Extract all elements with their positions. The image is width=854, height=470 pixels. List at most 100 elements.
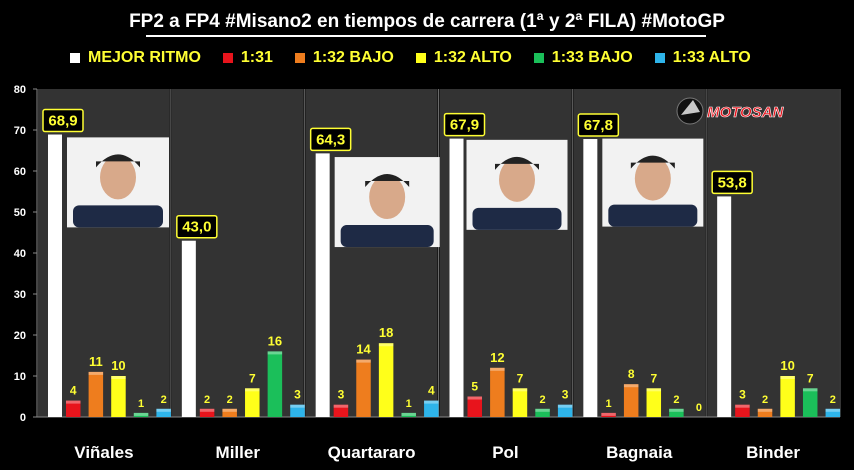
value-label-1-32-bajo-miller: 2	[227, 394, 233, 406]
value-label-1-32-alto-binder: 10	[780, 358, 794, 373]
value-label-1-32-bajo-bagnaia: 8	[628, 367, 635, 381]
best-pace-label-box-pol	[443, 112, 486, 137]
best-pace-bar-miller	[181, 240, 196, 417]
y-tick-label-40: 40	[14, 248, 26, 260]
bar-1-33-alto-vinales	[156, 408, 171, 417]
value-label-1-33-alto-binder: 2	[830, 394, 836, 406]
value-label-1-32-bajo-binder: 2	[762, 394, 768, 406]
rider-portrait-vinales	[67, 137, 169, 228]
value-label-1-32-alto-vinales: 10	[111, 358, 125, 373]
bar-1-32-alto-bagnaia-highlight	[646, 388, 662, 392]
value-label-1-33-bajo-pol: 2	[539, 394, 545, 406]
category-label-vinales: Viñales	[74, 443, 133, 462]
value-label-1-33-alto-pol: 3	[562, 388, 569, 402]
best-pace-label-box-binder	[711, 170, 753, 195]
portrait-face	[100, 155, 136, 200]
legend-swatch-1-33-bajo	[533, 53, 544, 63]
bar-1-33-alto-quartararo-highlight	[424, 400, 439, 404]
value-label-1-33-bajo-quartararo: 1	[406, 398, 412, 410]
bar-1-33-bajo-binder-highlight	[802, 388, 818, 392]
value-label-1-32-alto-bagnaia: 7	[650, 371, 657, 385]
portrait-cap	[495, 156, 539, 170]
best-pace-label-box-miller	[176, 214, 218, 239]
portrait-face	[634, 156, 671, 201]
value-label-1-31-quartararo: 3	[338, 388, 345, 402]
y-tick-label-50: 50	[14, 207, 26, 219]
best-pace-label-quartararo: 64,3	[316, 131, 345, 148]
bar-1-33-alto-miller	[290, 404, 305, 417]
legend-item-1-33-alto: 1:33 ALTO	[654, 49, 751, 67]
bar-1-32-bajo-binder	[757, 408, 773, 417]
bar-1-33-alto-binder-highlight	[825, 408, 841, 412]
bar-1-33-bajo-miller-highlight	[267, 351, 283, 355]
bar-1-32-bajo-bagnaia	[623, 384, 639, 417]
bar-1-31-quartararo	[333, 404, 349, 417]
portrait-shoulders	[608, 204, 698, 227]
legend-label-1-33-bajo: 1:33 BAJO	[551, 49, 633, 66]
value-label-1-33-alto-miller: 3	[294, 388, 301, 402]
bar-1-33-bajo-vinales	[133, 412, 149, 417]
legend-label-1-32-alto: 1:32 ALTO	[433, 49, 512, 66]
motosan-logo-text: MOTOSAN	[707, 104, 785, 121]
portrait-cap	[96, 154, 140, 168]
bar-1-31-miller	[199, 408, 215, 417]
portrait-face	[369, 175, 406, 220]
bar-1-32-bajo-miller-highlight	[222, 408, 237, 412]
legend-item-best-pace: MEJOR RITMO	[70, 49, 201, 67]
portrait-face	[499, 157, 535, 202]
bar-1-33-alto-quartararo	[424, 400, 439, 417]
legend-swatch-1-32-alto	[415, 53, 426, 63]
legend-item-1-33-bajo: 1:33 BAJO	[533, 49, 633, 67]
bar-1-32-alto-vinales-highlight	[111, 376, 126, 379]
category-label-bagnaia: Bagnaia	[606, 443, 673, 462]
best-pace-bar-pol	[449, 138, 464, 418]
bar-1-33-bajo-pol	[535, 408, 550, 417]
value-label-1-31-pol: 5	[471, 380, 478, 394]
legend-label-1-33-alto: 1:33 ALTO	[672, 49, 751, 66]
portrait-cap	[365, 174, 410, 188]
best-pace-bar-vinales	[48, 134, 62, 417]
motosan-logo: MOTOSAN	[676, 97, 785, 125]
value-label-1-32-alto-pol: 7	[517, 371, 524, 385]
bar-1-32-bajo-quartararo	[356, 359, 371, 417]
legend-item-1-32-alto: 1:32 ALTO	[415, 49, 512, 67]
bar-1-32-bajo-quartararo-highlight	[356, 359, 371, 363]
best-pace-bar-binder	[717, 196, 732, 417]
y-tick-label-70: 70	[14, 125, 26, 137]
value-label-1-31-miller: 2	[204, 394, 210, 406]
value-label-1-33-bajo-vinales: 1	[138, 398, 144, 410]
value-label-1-32-bajo-quartararo: 14	[356, 342, 371, 357]
y-tick-label-10: 10	[14, 371, 26, 383]
value-label-1-33-bajo-bagnaia: 2	[673, 394, 679, 406]
motosan-rider-icon	[681, 100, 700, 115]
value-label-1-33-bajo-binder: 7	[807, 371, 814, 385]
bar-1-31-bagnaia-highlight	[601, 412, 616, 416]
bar-1-31-bagnaia	[601, 412, 616, 417]
bar-1-33-bajo-bagnaia-highlight	[669, 408, 684, 412]
bar-1-33-bajo-bagnaia	[669, 408, 684, 417]
value-label-1-32-alto-quartararo: 18	[379, 325, 393, 340]
bar-1-32-bajo-bagnaia-highlight	[623, 384, 639, 388]
bar-1-33-bajo-miller	[267, 351, 283, 417]
bar-1-31-pol-highlight	[467, 396, 482, 400]
category-label-binder: Binder	[746, 443, 800, 462]
bar-1-31-quartararo-highlight	[333, 404, 349, 408]
rider-portrait-quartararo	[334, 157, 440, 248]
bar-1-33-bajo-quartararo-highlight	[401, 412, 416, 416]
bar-1-32-bajo-pol	[490, 367, 505, 417]
legend: MEJOR RITMO 1:31 1:32 BAJO 1:32 ALTO 1:3…	[70, 47, 773, 69]
legend-label-1-31: 1:31	[240, 49, 273, 66]
bar-1-32-bajo-vinales-highlight	[88, 371, 104, 375]
value-label-1-33-alto-quartararo: 4	[428, 384, 435, 398]
legend-swatch-1-33-alto	[654, 53, 665, 63]
bar-1-33-bajo-pol-highlight	[535, 408, 550, 412]
bar-1-33-alto-pol	[557, 404, 573, 417]
bar-1-31-vinales-highlight	[66, 400, 81, 404]
category-label-pol: Pol	[492, 443, 518, 462]
y-tick-label-60: 60	[14, 166, 26, 178]
bar-1-33-bajo-vinales-highlight	[133, 412, 149, 416]
value-label-1-32-bajo-pol: 12	[490, 350, 504, 365]
category-label-miller: Miller	[216, 443, 261, 462]
value-label-1-31-bagnaia: 1	[606, 398, 612, 410]
legend-label-best-pace: MEJOR RITMO	[88, 49, 201, 66]
